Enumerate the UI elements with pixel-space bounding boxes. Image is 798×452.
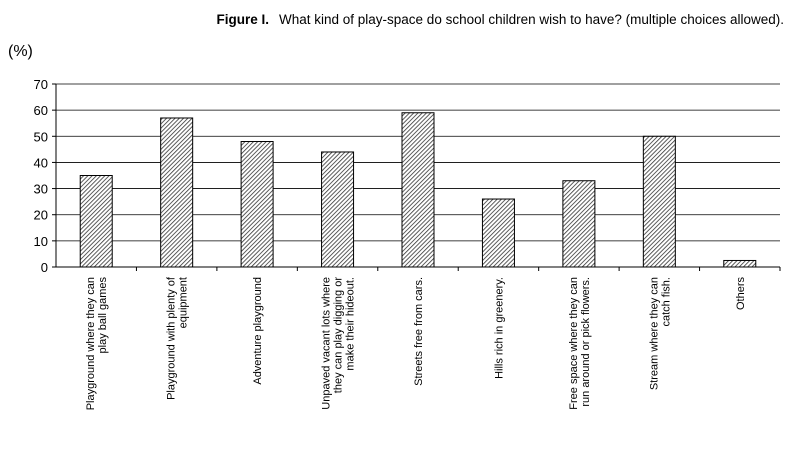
bars — [79, 112, 757, 268]
y-tick-label: 60 — [34, 103, 48, 118]
bar — [723, 259, 757, 268]
x-category-label: Others — [735, 277, 747, 311]
x-category-label-line: Playground with plenty of — [166, 276, 178, 400]
x-category-label-line: Unpaved vacant lots where — [321, 277, 333, 410]
y-tick-label: 70 — [34, 77, 48, 92]
bar — [481, 198, 515, 268]
x-category-label: Stream where they can catch fish. — [648, 277, 672, 390]
x-category-label-line: Hills rich in greenery. — [493, 277, 505, 379]
x-category-label: Playground with plenty of equipment — [166, 276, 190, 400]
x-category-label-line: run around or pick flowers. — [580, 277, 592, 407]
y-tick-label: 30 — [34, 182, 48, 197]
x-category-label-line: play ball games — [97, 277, 109, 354]
bar — [160, 117, 194, 268]
bar — [240, 141, 274, 268]
x-category-label-line: make their hideout. — [345, 277, 357, 371]
x-category-label-line: Streets free from cars. — [413, 277, 425, 386]
bar — [321, 151, 355, 268]
figure-label: Figure I. — [216, 12, 269, 27]
bar — [642, 135, 676, 268]
x-category-label-line: Free space where they can — [568, 277, 580, 410]
x-axis-labels: Playground where they can play ball games… — [85, 267, 781, 411]
y-tick-label: 20 — [34, 208, 48, 223]
x-category-label-line: catch fish. — [660, 277, 672, 327]
bar — [79, 175, 113, 268]
x-category-label-line: Others — [735, 277, 747, 311]
y-tick-label: 10 — [34, 234, 48, 249]
x-category-label: Playground where they can play ball games — [85, 277, 109, 411]
y-axis-ticks: 0 10 20 30 40 50 60 70 — [34, 77, 56, 275]
figure-title: Figure I. What kind of play-space do scho… — [216, 12, 784, 27]
x-category-label-line: they can play digging or — [333, 277, 345, 394]
y-tick-label: 40 — [34, 155, 48, 170]
x-category-label-line: Playground where they can — [85, 277, 97, 410]
x-category-label: Streets free from cars. — [413, 277, 425, 386]
x-category-label: Adventure playground — [252, 277, 264, 385]
x-category-label: Free space where they can run around or p… — [568, 277, 592, 410]
x-category-label-line: equipment — [178, 277, 190, 328]
bar — [401, 112, 435, 268]
y-tick-label: 0 — [41, 260, 48, 275]
x-category-label: Hills rich in greenery. — [493, 277, 505, 379]
figure-caption: What kind of play-space do school childr… — [278, 12, 784, 27]
x-category-label-line: Stream where they can — [648, 277, 660, 390]
y-tick-label: 50 — [34, 129, 48, 144]
x-category-label-line: Adventure playground — [252, 277, 264, 385]
y-axis-unit-label: (%) — [8, 43, 33, 60]
x-category-label: Unpaved vacant lots where they can play d… — [321, 277, 357, 410]
bar — [562, 180, 596, 268]
